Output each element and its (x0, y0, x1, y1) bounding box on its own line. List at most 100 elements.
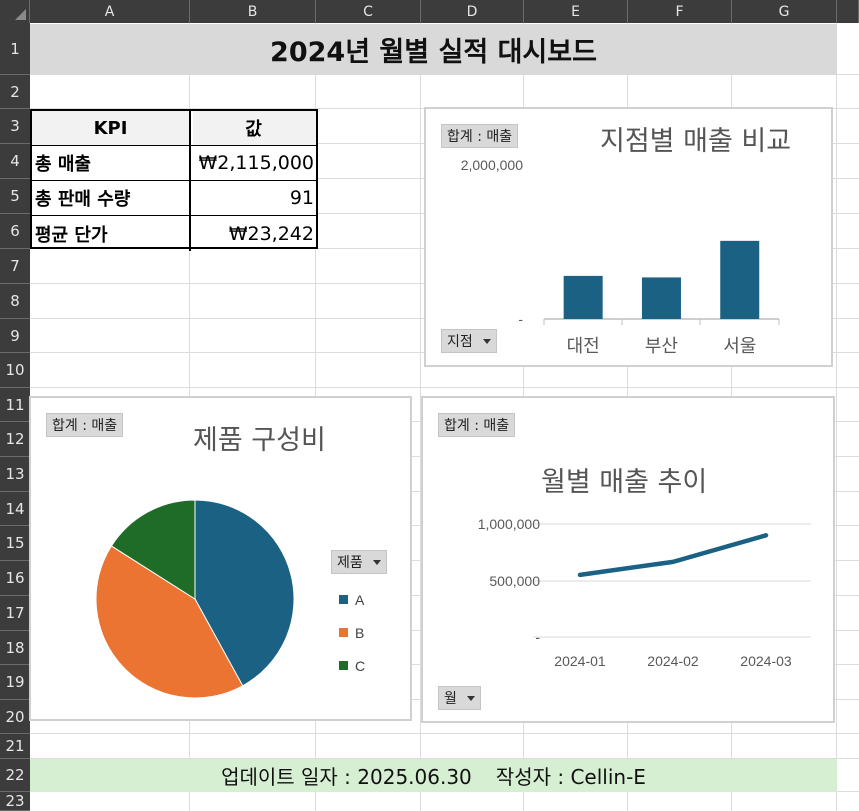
bar-부산[interactable] (641, 277, 681, 319)
legend-swatch (339, 661, 348, 670)
bar-서울[interactable] (720, 240, 760, 319)
branch-sales-chart[interactable]: 합계 : 매출 지점별 매출 비교 2,000,000 - 대전 부산 서울 지점 (424, 107, 833, 367)
kpi-header-row: KPI 값 (32, 111, 316, 146)
kpi-header-value[interactable]: 값 (193, 111, 316, 145)
column-header[interactable]: C (316, 0, 421, 23)
y-tick-label: - (535, 629, 540, 645)
gridline (30, 387, 859, 388)
chart-title: 월별 매출 추이 (541, 467, 708, 498)
legend-label: C (355, 657, 366, 674)
month-filter-label: 월 (444, 691, 457, 707)
gridline (30, 758, 859, 759)
author: 작성자 : Cellin-E (495, 765, 646, 789)
kpi-total-sales-label[interactable]: 총 매출 (32, 146, 191, 180)
column-header[interactable]: G (732, 0, 837, 23)
chevron-down-icon (482, 338, 491, 344)
row-header[interactable]: 6 (0, 214, 30, 249)
row-header[interactable]: 20 (0, 700, 30, 734)
pie-chart-plot (95, 499, 295, 699)
chevron-down-icon (372, 559, 381, 565)
y-tick-label: 500,000 (489, 573, 540, 589)
kpi-table: KPI 값 총 매출 ₩2,115,000 총 판매 수량 91 평균 단가 ₩… (30, 109, 318, 251)
dashboard-title: 2024년 월별 실적 대시보드 (30, 24, 837, 75)
row-header[interactable]: 15 (0, 526, 30, 561)
row-header[interactable]: 19 (0, 665, 30, 700)
row-header[interactable]: 3 (0, 109, 30, 144)
chart-title: 제품 구성비 (193, 425, 326, 456)
select-all-corner[interactable] (0, 0, 30, 23)
product-legend-label: 제품 (337, 555, 363, 571)
row-header[interactable]: 12 (0, 422, 30, 457)
row-header[interactable]: 1 (0, 23, 30, 75)
column-header-overflow[interactable] (837, 0, 859, 23)
row-header[interactable]: 4 (0, 144, 30, 179)
legend-item[interactable]: B (339, 616, 365, 649)
row-header[interactable]: 11 (0, 388, 30, 422)
row-header[interactable]: 16 (0, 561, 30, 596)
row-header[interactable]: 10 (0, 353, 30, 388)
column-header[interactable]: F (628, 0, 732, 23)
legend-label: B (355, 624, 365, 641)
y-tick-label: 1,000,000 (478, 516, 540, 532)
table-row: 평균 단가 ₩23,242 (32, 216, 316, 251)
chevron-down-icon (466, 695, 475, 701)
row-header[interactable]: 13 (0, 457, 30, 492)
row-header[interactable]: 5 (0, 179, 30, 214)
x-tick-label: 2024-02 (647, 653, 699, 669)
bar-대전[interactable] (563, 275, 603, 319)
legend-label: A (355, 591, 365, 608)
month-filter-button[interactable]: 월 (438, 686, 481, 710)
row-header[interactable]: 22 (0, 759, 30, 792)
legend-swatch (339, 628, 348, 637)
column-header[interactable]: B (190, 0, 316, 23)
column-header[interactable]: A (30, 0, 190, 23)
kpi-average-price-value[interactable]: ₩23,242 (228, 222, 314, 245)
kpi-total-sales-value[interactable]: ₩2,115,000 (198, 152, 314, 174)
row-header[interactable]: 23 (0, 792, 30, 811)
legend-item[interactable]: C (339, 649, 365, 682)
row-header[interactable]: 8 (0, 284, 30, 319)
pie-slice-C[interactable] (110, 499, 196, 600)
pie-slice-A[interactable] (194, 499, 295, 687)
x-tick-label: 서울 (723, 336, 756, 356)
row-header[interactable]: 9 (0, 319, 30, 353)
y-tick-label: - (518, 311, 523, 327)
gridline (420, 23, 421, 811)
row-header[interactable]: 17 (0, 596, 30, 631)
value-field-button[interactable]: 합계 : 매출 (46, 413, 124, 437)
gridline (30, 733, 859, 734)
kpi-total-quantity-value[interactable]: 91 (289, 187, 314, 209)
row-header[interactable]: 2 (0, 75, 30, 109)
kpi-average-price-label[interactable]: 평균 단가 (32, 216, 191, 251)
table-row: 총 판매 수량 91 (32, 181, 316, 216)
branch-filter-label: 지점 (447, 334, 473, 350)
bar-chart-plot: 2,000,000 - 대전 부산 서울 (461, 157, 780, 356)
footer-info: 업데이트 일자 : 2025.06.30 작성자 : Cellin-E (30, 759, 837, 792)
branch-filter-button[interactable]: 지점 (441, 329, 497, 353)
kpi-total-quantity-label[interactable]: 총 판매 수량 (32, 181, 191, 215)
gridline (836, 23, 837, 811)
column-header[interactable]: D (421, 0, 524, 23)
line-chart-plot: 1,000,000 500,000 - 2024-01 2024-02 2024-0… (478, 516, 811, 669)
value-field-button[interactable]: 합계 : 매출 (441, 124, 519, 148)
x-tick-label: 부산 (645, 336, 678, 356)
value-field-button[interactable]: 합계 : 매출 (438, 413, 516, 437)
product-legend-button[interactable]: 제품 (331, 550, 387, 574)
legend-item[interactable]: A (339, 583, 365, 616)
legend-swatch (339, 595, 348, 604)
x-tick-label: 대전 (567, 336, 600, 356)
sales-line[interactable] (577, 533, 769, 578)
update-date: 업데이트 일자 : 2025.06.30 (221, 765, 472, 789)
column-header[interactable]: E (524, 0, 628, 23)
kpi-header-label[interactable]: KPI (32, 111, 191, 145)
pie-slice-B[interactable] (95, 545, 244, 699)
chart-title: 지점별 매출 비교 (600, 126, 792, 157)
row-header[interactable]: 7 (0, 249, 30, 284)
table-row: 총 매출 ₩2,115,000 (32, 146, 316, 181)
row-header[interactable]: 21 (0, 734, 30, 759)
monthly-sales-chart[interactable]: 합계 : 매출 월별 매출 추이 1,000,000 500,000 - 202… (421, 396, 835, 723)
row-header[interactable]: 18 (0, 631, 30, 665)
row-header[interactable]: 14 (0, 492, 30, 526)
